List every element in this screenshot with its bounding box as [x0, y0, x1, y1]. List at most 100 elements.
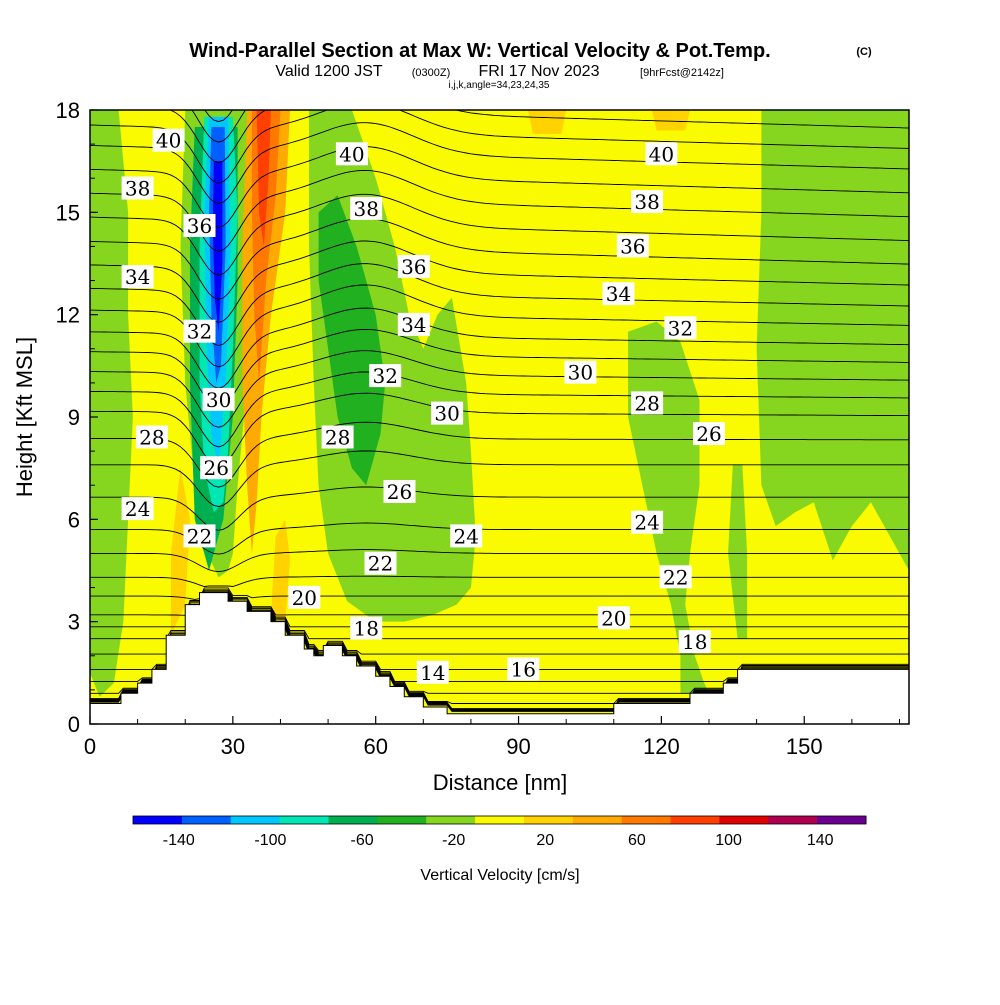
contour-label: 38 — [121, 176, 154, 201]
contour-label: 32 — [369, 364, 402, 388]
contour-label: 26 — [200, 456, 233, 480]
colorbar-swatch — [817, 816, 867, 824]
contour-label-text: 38 — [125, 177, 150, 201]
contour-label-text: 20 — [601, 606, 626, 630]
contour-label: 30 — [564, 360, 597, 385]
contour-label-text: 36 — [620, 234, 645, 258]
contour-label-text: 22 — [187, 524, 212, 548]
contour-label: 28 — [135, 425, 168, 450]
theta-contour-line — [90, 217, 909, 300]
contour-label: 40 — [335, 142, 368, 166]
y-tick-label: 3 — [68, 610, 80, 635]
chart-title: Wind-Parallel Section at Max W: Vertical… — [189, 40, 770, 62]
downdraft-band-far-right — [756, 110, 909, 571]
contour-label-text: 28 — [634, 391, 659, 415]
contour-label-text: 38 — [353, 197, 378, 221]
colorbar-tick-label: -140 — [163, 832, 195, 849]
theta-contour-line — [90, 522, 909, 555]
theta-contour-line — [90, 589, 909, 616]
contour-label: 22 — [183, 524, 216, 548]
contour-label-text: 32 — [187, 320, 212, 344]
theta-contour-line — [90, 122, 909, 204]
colorbar: -140 -100 -60 -20 20 60 100 140 — [132, 815, 867, 849]
contour-label: 24 — [631, 510, 664, 535]
terrain-mask — [90, 592, 909, 724]
contour-label-text: 24 — [125, 497, 150, 521]
contour-label-text: 26 — [387, 480, 412, 504]
colorbar-tick-label: -100 — [254, 832, 286, 849]
contour-label-text: 30 — [434, 402, 459, 426]
contour-label: 38 — [631, 190, 664, 214]
y-tick-label: 0 — [68, 712, 80, 737]
colorbar-swatch — [670, 816, 720, 824]
warm-patch-left — [170, 468, 190, 636]
colorbar-swatch — [523, 816, 574, 824]
contour-label: 38 — [350, 196, 383, 221]
contour-label: 18 — [678, 630, 711, 654]
subtitle-utc: (0300Z) — [412, 67, 451, 79]
colorbar-swatch — [230, 816, 281, 824]
theta-contour-line — [90, 486, 909, 531]
contour-label-text: 36 — [187, 214, 212, 238]
x-tick-label: 90 — [506, 734, 530, 759]
y-tick-label: 9 — [68, 405, 80, 430]
contour-label: 26 — [693, 422, 725, 446]
x-tick-label: 120 — [643, 734, 680, 759]
contour-label: 36 — [397, 254, 430, 279]
theta-contour-labels: 4038342824363230262220403836343228262230… — [121, 128, 725, 685]
contour-label-text: 20 — [292, 586, 317, 610]
contour-label-text: 30 — [206, 388, 231, 412]
contour-label: 36 — [183, 214, 216, 238]
contour-label: 32 — [183, 319, 216, 344]
theta-contour-line — [90, 575, 909, 587]
contour-label-text: 22 — [368, 552, 393, 576]
warm-patch-top-right — [651, 110, 690, 131]
theta-contour-line — [90, 371, 909, 448]
contour-label: 22 — [364, 551, 397, 576]
colorbar-frame — [132, 815, 867, 825]
x-axis-label: Distance [nm] — [433, 770, 568, 795]
strong-downdraft-peak — [212, 161, 223, 332]
contour-label: 36 — [616, 234, 649, 258]
contour-label: 34 — [602, 282, 635, 306]
contour-label: 40 — [152, 128, 185, 153]
colorbar-swatch — [621, 816, 672, 824]
colorbar-swatch — [377, 816, 427, 824]
contour-label-text: 18 — [353, 617, 378, 641]
contour-label: 20 — [288, 585, 321, 610]
subtitle-forecast: [9hrFcst@2142z] — [640, 67, 724, 79]
theta-contour-line — [191, 110, 246, 143]
colorbar-swatch — [328, 816, 378, 824]
warm-patch-top-center — [528, 110, 567, 134]
theta-contour-line — [204, 110, 234, 123]
contour-label-text: 24 — [453, 524, 478, 548]
x-axis: 0 30 60 90 120 150 — [84, 716, 900, 759]
theta-contour-line — [90, 350, 909, 428]
updraft-region-left — [90, 110, 133, 697]
theta-contour-line — [90, 110, 909, 184]
contour-label: 34 — [121, 265, 154, 289]
colorbar-tick-label: 20 — [536, 832, 554, 849]
contour-label: 16 — [507, 657, 540, 681]
contour-label: 32 — [664, 316, 697, 340]
contour-label-text: 28 — [325, 426, 350, 450]
contour-label-text: 32 — [372, 364, 397, 388]
contour-label-text: 24 — [634, 511, 659, 535]
colorbar-swatch — [475, 816, 525, 824]
y-tick-label: 6 — [68, 507, 80, 532]
contour-label-text: 40 — [339, 142, 364, 166]
contour-label: 24 — [121, 497, 154, 521]
y-tick-label: 15 — [56, 200, 80, 225]
contour-label-text: 34 — [401, 313, 426, 337]
colorbar-label: Vertical Velocity [cm/s] — [420, 867, 579, 884]
contour-label: 40 — [645, 142, 678, 166]
y-axis-label: Height [Kft MSL] — [12, 337, 37, 497]
colorbar-swatch — [181, 816, 232, 824]
contour-label: 26 — [383, 480, 416, 504]
theta-contour-line — [90, 146, 909, 228]
x-tick-label: 150 — [786, 734, 823, 759]
colorbar-tick-label: -20 — [442, 832, 465, 849]
theta-contour-line — [90, 421, 909, 488]
